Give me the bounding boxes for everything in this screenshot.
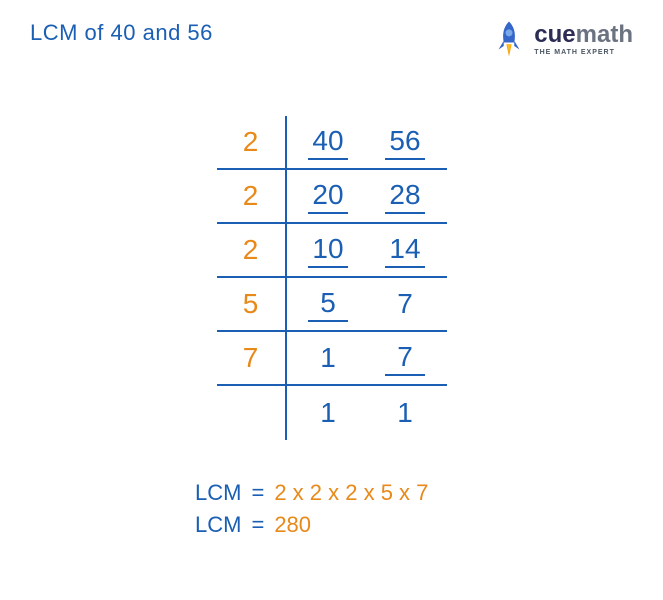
dividend-value: 7 xyxy=(385,288,425,320)
divisor-value: 7 xyxy=(217,332,287,384)
dividend-value: 1 xyxy=(308,397,348,429)
logo-brand: cuemath xyxy=(534,23,633,47)
dividend-value: 14 xyxy=(385,233,425,268)
result-final: LCM = 280 xyxy=(195,512,633,538)
dividend-value: 56 xyxy=(385,125,425,160)
table-row: 2 40 56 xyxy=(217,116,447,170)
dividend-value: 7 xyxy=(385,341,425,376)
dividend-value: 40 xyxy=(308,125,348,160)
result-factorization: LCM = 2 x 2 x 2 x 5 x 7 xyxy=(195,480,633,506)
result-section: LCM = 2 x 2 x 2 x 5 x 7 LCM = 280 xyxy=(30,480,633,538)
brand-logo: cuemath THE MATH EXPERT xyxy=(488,18,633,60)
lcm-division-table: 2 40 56 2 20 28 2 10 14 5 5 7 7 1 7 xyxy=(217,116,447,440)
dividend-value: 5 xyxy=(308,287,348,322)
divisor-value: 2 xyxy=(217,170,287,222)
dividend-value: 28 xyxy=(385,179,425,214)
rocket-icon xyxy=(488,18,530,60)
table-row: 1 1 xyxy=(217,386,447,440)
divisor-value: 2 xyxy=(217,116,287,168)
divisor-value: 2 xyxy=(217,224,287,276)
table-row: 5 5 7 xyxy=(217,278,447,332)
divisor-value xyxy=(217,386,287,440)
table-row: 2 20 28 xyxy=(217,170,447,224)
dividend-value: 20 xyxy=(308,179,348,214)
dividend-value: 1 xyxy=(385,397,425,429)
logo-tagline: THE MATH EXPERT xyxy=(534,49,633,56)
divisor-value: 5 xyxy=(217,278,287,330)
table-row: 7 1 7 xyxy=(217,332,447,386)
table-row: 2 10 14 xyxy=(217,224,447,278)
dividend-value: 1 xyxy=(308,342,348,374)
dividend-value: 10 xyxy=(308,233,348,268)
